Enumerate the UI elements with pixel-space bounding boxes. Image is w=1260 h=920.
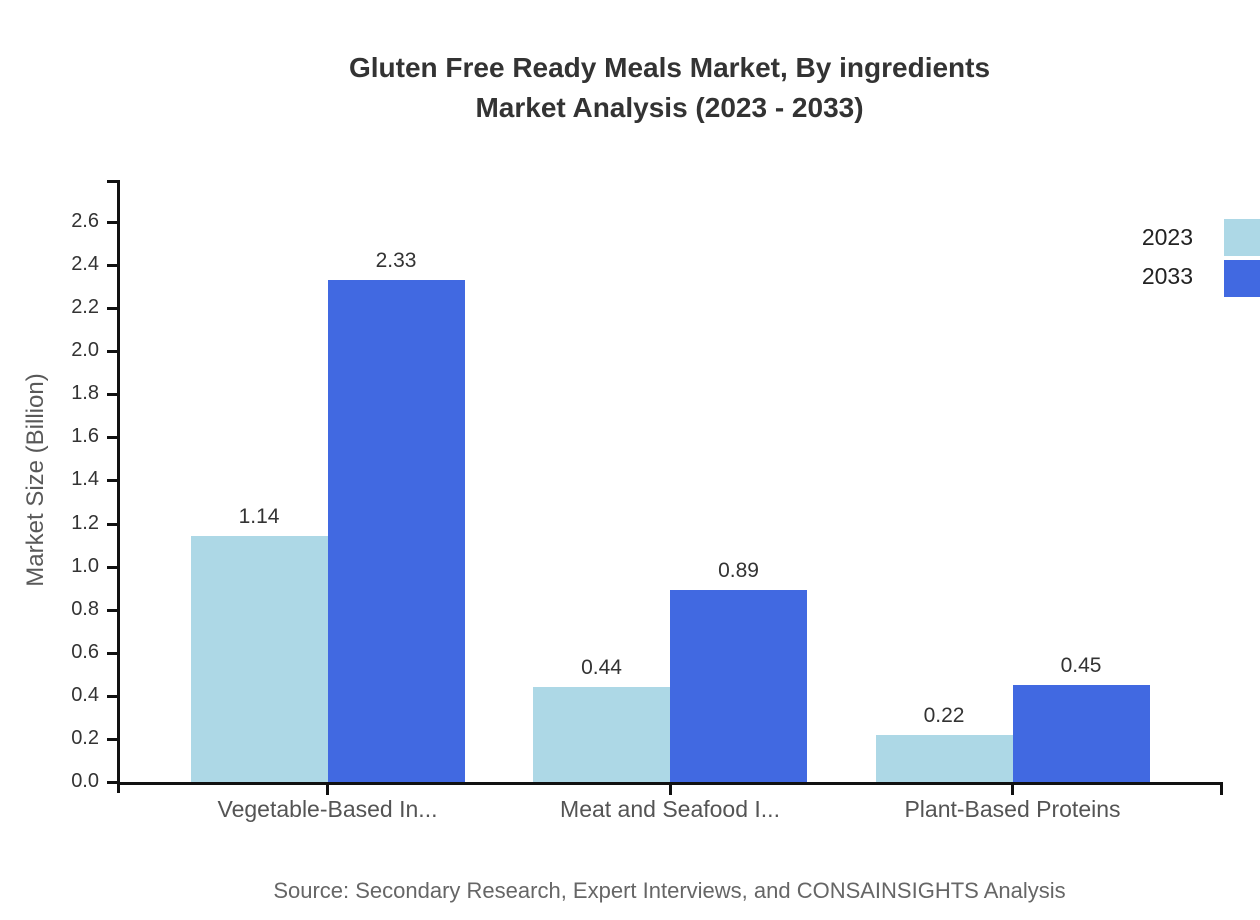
y-tick-label: 1.2: [71, 511, 99, 534]
y-tick-label: 2.4: [71, 253, 99, 276]
y-tick-mark: [107, 694, 117, 698]
y-axis-endcap-tick: [107, 180, 117, 183]
bar-2033-2: [1012, 685, 1150, 782]
y-tick-mark: [107, 264, 117, 268]
y-tick-label: 0.2: [71, 726, 99, 749]
x-tick-mark: [668, 782, 672, 795]
y-tick-label: 0.4: [71, 683, 99, 706]
y-tick-label: 1.0: [71, 554, 99, 577]
source-note: Source: Secondary Research, Expert Inter…: [273, 878, 1066, 903]
y-tick-mark: [107, 479, 117, 483]
bar-2033-1: [670, 590, 807, 782]
bar-value-label-2033-1: 0.89: [718, 559, 759, 583]
bar-value-label-2033-0: 2.33: [375, 249, 417, 273]
y-tick-mark: [107, 436, 117, 440]
x-category-label: Meat and Seafood I...: [560, 796, 780, 822]
y-tick-label: 2.0: [71, 339, 99, 362]
y-tick-label: 1.8: [71, 382, 99, 405]
y-tick-mark: [107, 393, 117, 397]
bar-2023-2: [875, 734, 1013, 782]
y-tick-mark: [107, 737, 117, 741]
x-tick-mark: [1011, 782, 1014, 795]
y-tick-label: 0.0: [71, 770, 99, 792]
bar-value-label-2023-1: 0.44: [581, 656, 622, 680]
y-tick-mark: [107, 608, 117, 612]
x-tick-mark: [326, 782, 329, 795]
chart-title-line1: Gluten Free Ready Meals Market, By ingre…: [348, 52, 991, 83]
bar-2033-0: [327, 280, 465, 782]
y-tick-mark: [107, 781, 117, 784]
y-tick-mark: [107, 307, 117, 311]
y-tick-label: 1.6: [71, 425, 99, 448]
bar-2023-1: [533, 687, 670, 782]
y-tick-label: 2.2: [71, 296, 99, 319]
chart-title: Gluten Free Ready Meals Market, By ingre…: [118, 48, 1221, 128]
x-category-label: Plant-Based Proteins: [904, 796, 1121, 822]
bar-2023-0: [190, 536, 328, 782]
y-axis-line: [117, 180, 120, 793]
y-tick-label: 0.8: [71, 597, 99, 620]
y-tick-mark: [107, 220, 117, 224]
bar-value-label-2023-0: 1.14: [238, 505, 280, 529]
y-tick-mark: [107, 565, 117, 569]
y-tick-label: 2.6: [71, 209, 99, 232]
y-tick-label: 0.6: [71, 640, 99, 663]
y-tick-mark: [107, 651, 117, 655]
bar-value-label-2023-2: 0.22: [923, 703, 965, 727]
chart-title-line2: Market Analysis (2023 - 2033): [475, 92, 864, 123]
x-axis-endcap-tick: [1220, 782, 1223, 795]
bar-value-label-2033-2: 0.45: [1060, 654, 1102, 678]
x-category-label: Vegetable-Based In...: [217, 796, 438, 822]
y-tick-label: 1.4: [71, 468, 99, 491]
y-tick-mark: [107, 522, 117, 526]
y-tick-mark: [107, 350, 117, 354]
